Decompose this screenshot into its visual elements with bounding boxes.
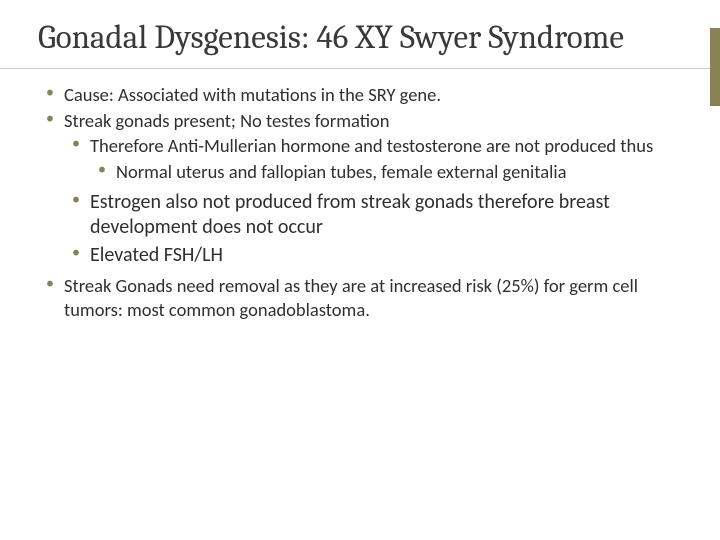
bullet-text: Normal uterus and fallopian tubes, femal… — [116, 160, 566, 183]
bullet-text: Streak Gonads need removal as they are a… — [64, 274, 638, 321]
slide-title: Gonadal Dysgenesis: 46 XY Swyer Syndrome — [0, 0, 720, 69]
bullet-text: Estrogen also not produced from streak g… — [90, 190, 610, 240]
slide-body: Cause: Associated with mutations in the … — [0, 83, 720, 322]
bullet-text: Therefore Anti-Mullerian hormone and tes… — [90, 134, 653, 157]
bullet-list: Cause: Associated with mutations in the … — [44, 83, 676, 322]
bullet-text: Streak gonads present; No testes formati… — [64, 109, 390, 132]
bullet-text: Elevated FSH/LH — [90, 243, 223, 267]
list-item: Normal uterus and fallopian tubes, femal… — [90, 160, 676, 184]
list-item: Cause: Associated with mutations in the … — [44, 83, 676, 107]
list-item: Streak gonads present; No testes formati… — [44, 109, 676, 269]
list-item: Therefore Anti-Mullerian hormone and tes… — [64, 134, 676, 183]
list-item: Estrogen also not produced from streak g… — [64, 190, 676, 241]
list-item: Streak Gonads need removal as they are a… — [44, 274, 676, 321]
bullet-text: Cause: Associated with mutations in the … — [64, 83, 441, 106]
list-item: Elevated FSH/LH — [64, 243, 676, 269]
accent-bar — [710, 28, 720, 106]
